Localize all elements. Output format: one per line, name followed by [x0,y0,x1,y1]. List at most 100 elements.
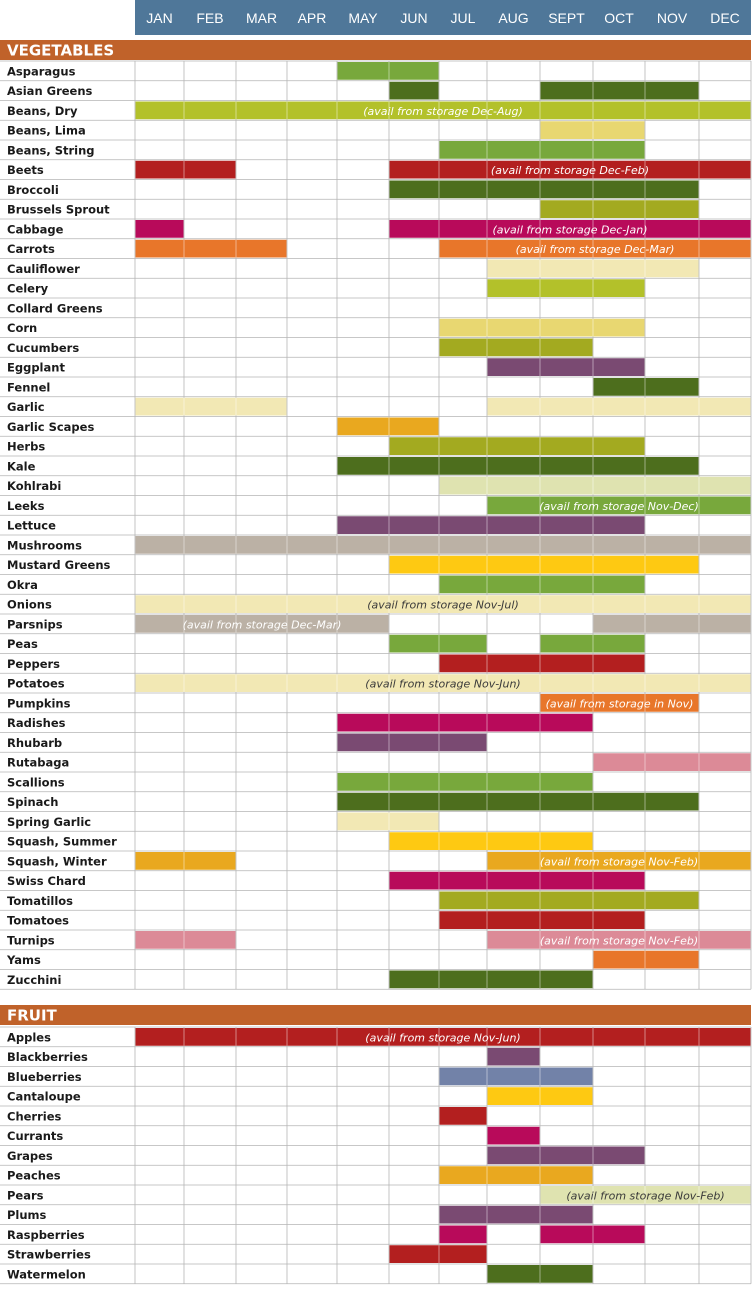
row-label-tomatillos: Tomatillos [7,894,73,908]
row-label-peppers: Peppers [7,657,60,671]
availability-bar-cantaloupe-1 [487,1087,593,1105]
availability-bar-garlic-scapes-1 [337,417,439,436]
row-label-asparagus: Asparagus [7,64,76,78]
availability-bar-cherries-1 [439,1107,487,1125]
row-label-strawberries: Strawberries [7,1248,91,1262]
row-label-peas: Peas [7,637,38,651]
availability-bar-yams-1 [593,950,699,969]
row-label-kohlrabi: Kohlrabi [7,479,61,493]
row-label-carrots: Carrots [7,242,55,256]
availability-bar-beets-2 [389,160,751,179]
storage-note-beans-dry: (avail from storage Dec-Aug) [363,105,523,118]
section-bar-vegetables [0,40,751,60]
month-label-mar: MAR [246,10,277,26]
availability-bar-kohlrabi-1 [439,476,751,495]
storage-note-leeks: (avail from storage Nov-Dec) [539,500,699,513]
availability-bar-pumpkins-1 [540,694,699,712]
availability-bar-cucumbers-1 [439,338,593,357]
storage-note-apples: (avail from storage Nov-Jun) [365,1031,520,1044]
storage-note-pumpkins: (avail from storage in Nov) [546,697,694,710]
availability-bar-celery-1 [487,279,645,297]
availability-bar-parsnips-1 [135,615,389,633]
storage-note-turnips: (avail from storage Nov-Feb) [540,934,698,947]
availability-bar-squash-winter-2 [487,852,751,870]
row-label-yams: Yams [6,953,41,967]
row-label-kale: Kale [7,459,36,473]
availability-bar-strawberries-1 [389,1245,487,1263]
availability-bar-turnips-1 [135,931,236,949]
availability-bar-tomatoes-1 [439,911,645,929]
row-label-spinach: Spinach [7,795,58,809]
availability-bar-cabbage-2 [389,220,751,238]
row-label-pears: Pears [7,1188,44,1202]
row-label-spring-garlic: Spring Garlic [7,815,91,829]
storage-note-beets: (avail from storage Dec-Feb) [491,164,649,177]
month-label-apr: APR [298,10,327,26]
availability-bar-corn-1 [439,318,645,337]
availability-bar-asian-greens-1 [389,81,439,100]
availability-bar-brussels-sprout-1 [540,200,699,218]
row-label-rutabaga: Rutabaga [7,756,69,770]
availability-bar-spinach-1 [337,792,699,811]
availability-bar-rutabaga-1 [593,753,751,771]
availability-bar-blackberries-1 [487,1047,540,1066]
row-label-fennel: Fennel [7,380,50,394]
availability-bar-rhubarb-1 [337,733,487,752]
storage-note-potatoes: (avail from storage Nov-Jun) [365,678,520,691]
availability-bar-watermelon-1 [487,1265,593,1283]
availability-bar-mustard-greens-1 [389,555,699,574]
row-label-raspberries: Raspberries [7,1228,85,1242]
availability-bar-blueberries-1 [439,1067,593,1086]
availability-bar-swiss-chard-1 [389,871,645,890]
row-label-garlic-scapes: Garlic Scapes [7,420,94,434]
row-label-garlic: Garlic [7,400,45,414]
row-label-mustard-greens: Mustard Greens [7,558,111,572]
availability-bar-fennel-1 [593,378,699,396]
storage-note-squash-winter: (avail from storage Nov-Feb) [540,855,698,868]
availability-bar-asian-greens-2 [540,81,699,100]
month-label-may: MAY [348,10,378,26]
month-label-jun: JUN [400,10,427,26]
row-label-leeks: Leeks [7,499,45,513]
month-label-dec: DEC [710,10,740,26]
row-label-asian-greens: Asian Greens [7,84,93,98]
month-label-feb: FEB [196,10,223,26]
section-title-vegetables: VEGETABLES [7,42,114,60]
availability-bar-herbs-1 [389,437,645,455]
availability-bar-garlic-2 [487,397,751,416]
availability-bar-peppers-1 [439,654,645,673]
row-label-cantaloupe: Cantaloupe [7,1090,81,1104]
availability-bar-plums-1 [439,1205,593,1224]
row-label-beans-dry: Beans, Dry [7,104,78,118]
row-label-squash-summer: Squash, Summer [7,835,117,849]
availability-bar-zucchini-1 [389,970,593,989]
availability-bar-eggplant-1 [487,358,645,376]
row-label-beans-string: Beans, String [7,143,95,157]
storage-note-onions: (avail from storage Nov-Jul) [367,599,519,612]
month-label-oct: OCT [604,10,634,26]
month-label-aug: AUG [498,10,528,26]
row-label-corn: Corn [7,321,37,335]
availability-bar-okra-1 [439,575,645,594]
row-label-herbs: Herbs [7,440,45,454]
storage-note-cabbage: (avail from storage Dec-Jan) [492,223,647,236]
row-label-beets: Beets [7,163,44,177]
row-label-currants: Currants [7,1129,63,1143]
row-label-tomatoes: Tomatoes [7,914,69,928]
availability-bar-carrots-2 [439,239,751,258]
availability-bar-raspberries-1 [439,1225,487,1244]
availability-bar-radishes-1 [337,713,593,732]
availability-bar-currants-1 [487,1126,540,1145]
row-label-beans-lima: Beans, Lima [7,124,86,138]
section-title-fruit: FRUIT [7,1007,58,1025]
row-label-peaches: Peaches [7,1169,61,1183]
availability-bar-peaches-1 [439,1166,593,1184]
row-label-parsnips: Parsnips [7,617,63,631]
availability-bar-turnips-2 [487,931,751,949]
availability-bar-garlic-1 [135,397,287,416]
availability-bar-pears-1 [540,1186,751,1204]
row-label-cherries: Cherries [7,1109,62,1123]
row-label-apples: Apples [7,1030,51,1044]
availability-bar-carrots-1 [135,239,287,258]
